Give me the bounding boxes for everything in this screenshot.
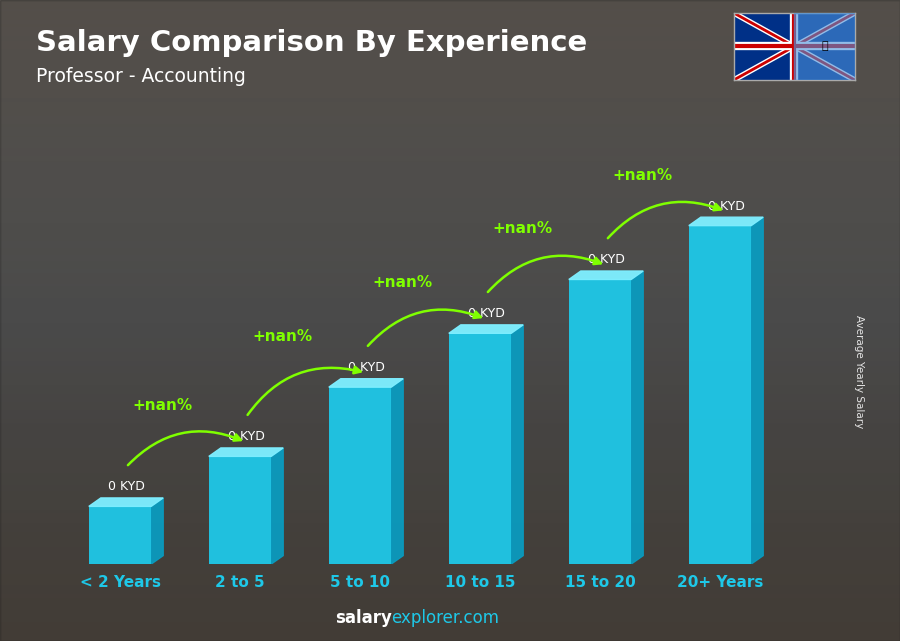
Bar [209, 456, 271, 564]
Polygon shape [511, 325, 523, 564]
Polygon shape [151, 498, 163, 564]
Text: +nan%: +nan% [492, 221, 552, 237]
Polygon shape [631, 271, 644, 564]
Bar [89, 506, 151, 564]
Polygon shape [392, 379, 403, 564]
Polygon shape [688, 217, 763, 226]
Polygon shape [569, 271, 643, 279]
Polygon shape [89, 498, 163, 506]
Text: Salary Comparison By Experience: Salary Comparison By Experience [36, 29, 587, 57]
Polygon shape [752, 217, 763, 564]
Text: +nan%: +nan% [372, 275, 432, 290]
Text: +nan%: +nan% [252, 329, 312, 344]
Text: 🐢: 🐢 [822, 42, 828, 51]
Text: Professor - Accounting: Professor - Accounting [36, 67, 246, 87]
Polygon shape [271, 448, 284, 564]
Text: 0 KYD: 0 KYD [347, 361, 384, 374]
Polygon shape [209, 448, 284, 456]
Text: salary: salary [335, 609, 392, 627]
Text: Average Yearly Salary: Average Yearly Salary [854, 315, 865, 428]
Text: 0 KYD: 0 KYD [108, 480, 144, 494]
Polygon shape [328, 379, 403, 387]
Text: 0 KYD: 0 KYD [707, 199, 744, 213]
Text: explorer.com: explorer.com [392, 609, 500, 627]
Polygon shape [449, 325, 523, 333]
Bar [794, 13, 855, 80]
Text: +nan%: +nan% [612, 167, 672, 183]
Text: 0 KYD: 0 KYD [468, 307, 504, 320]
Bar [569, 279, 631, 564]
Text: 0 KYD: 0 KYD [228, 430, 265, 444]
Bar [449, 333, 511, 564]
Text: +nan%: +nan% [132, 398, 192, 413]
Text: 0 KYD: 0 KYD [588, 253, 625, 267]
Bar [328, 387, 392, 564]
Bar [688, 226, 752, 564]
